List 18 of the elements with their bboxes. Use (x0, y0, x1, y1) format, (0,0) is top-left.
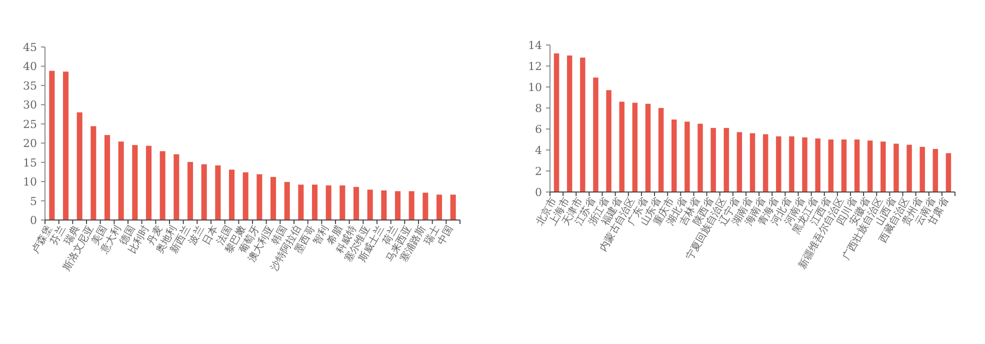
y-tick-label: 25 (23, 118, 37, 131)
y-tick-label: 30 (23, 98, 37, 112)
y-tick-label: 8 (535, 102, 542, 115)
y-tick-label: 35 (23, 79, 37, 92)
y-tick-label: 10 (528, 81, 542, 94)
y-tick-label: 14 (528, 39, 542, 52)
y-tick-label: 40 (23, 60, 37, 74)
y-tick-label: 2 (535, 165, 542, 178)
y-tick-label: 20 (23, 137, 37, 150)
y-tick-label: 6 (535, 123, 542, 136)
y-tick-label: 4 (535, 144, 542, 157)
y-tick-label: 15 (23, 156, 37, 170)
y-tick-label: 0 (535, 186, 542, 199)
y-tick-label: 10 (23, 176, 37, 189)
y-tick-label: 5 (30, 194, 37, 208)
y-tick-label: 0 (30, 214, 37, 227)
y-tick-label: 12 (528, 60, 542, 73)
y-tick-label: 45 (23, 41, 37, 54)
